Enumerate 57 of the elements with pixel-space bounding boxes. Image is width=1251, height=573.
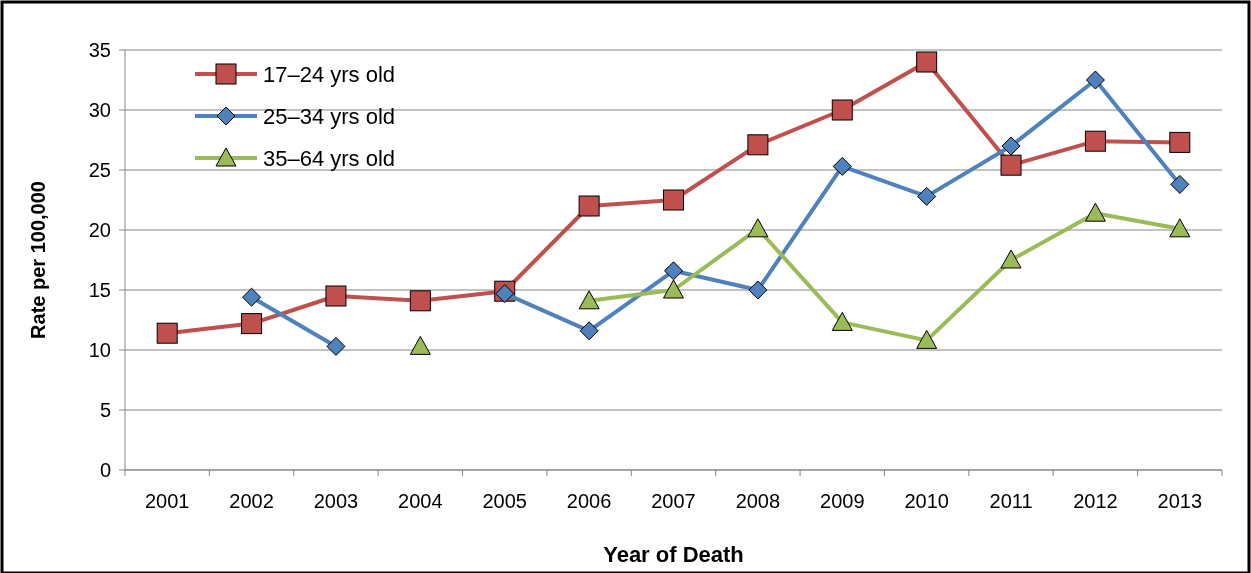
point xyxy=(1169,131,1191,153)
point xyxy=(1000,249,1022,269)
y-tick-label: 15 xyxy=(88,279,111,301)
point xyxy=(663,189,684,211)
point xyxy=(1084,130,1106,152)
point xyxy=(1085,70,1105,90)
y-tick-label: 10 xyxy=(88,339,111,361)
point xyxy=(917,186,937,206)
y-tick-label: 30 xyxy=(88,99,111,121)
x-tick-label: 2007 xyxy=(651,490,696,512)
point xyxy=(579,321,599,341)
point xyxy=(241,313,263,335)
point xyxy=(916,329,938,349)
x-tick-label: 2013 xyxy=(1157,490,1203,512)
x-tick-label: 2005 xyxy=(482,490,527,512)
point xyxy=(1170,174,1190,194)
point xyxy=(916,51,938,73)
x-tick-label: 2001 xyxy=(144,490,190,512)
x-axis-title: Year of Death xyxy=(603,542,744,567)
point xyxy=(747,134,769,156)
x-tick-label: 2011 xyxy=(989,490,1033,512)
point xyxy=(1084,202,1106,222)
y-tick-label: 5 xyxy=(99,399,111,421)
point xyxy=(663,279,684,299)
x-tick-label: 2003 xyxy=(313,490,359,512)
point xyxy=(1169,218,1191,238)
x-tick-label: 2009 xyxy=(820,490,865,512)
y-tick-label: 35 xyxy=(88,39,111,61)
point xyxy=(831,311,853,331)
point xyxy=(156,322,178,344)
x-tick-label: 2008 xyxy=(735,490,781,512)
point xyxy=(1001,136,1021,156)
point xyxy=(1000,154,1022,176)
legend-label: 35–64 yrs old xyxy=(263,145,396,171)
x-tick-label: 2002 xyxy=(229,490,274,512)
point xyxy=(664,261,683,281)
y-tick-label: 25 xyxy=(88,159,111,181)
point xyxy=(747,218,769,238)
point xyxy=(578,195,600,217)
y-tick-label: 20 xyxy=(88,219,111,241)
x-tick-label: 2006 xyxy=(566,490,612,512)
point xyxy=(409,335,431,355)
point xyxy=(578,290,600,310)
y-tick-label: 0 xyxy=(99,459,111,481)
x-tick-label: 2004 xyxy=(398,490,443,512)
point xyxy=(409,290,431,312)
y-axis-title: Rate per 100,000 xyxy=(27,181,49,339)
legend-label: 17–24 yrs old xyxy=(263,61,396,87)
x-tick-label: 2012 xyxy=(1073,490,1118,512)
point xyxy=(832,156,852,176)
x-tick-label: 2010 xyxy=(904,490,949,512)
point xyxy=(326,336,346,356)
point xyxy=(242,287,262,307)
point xyxy=(748,280,768,300)
legend-label: 25–34 yrs old xyxy=(263,103,396,129)
point xyxy=(831,99,853,121)
point xyxy=(325,285,347,307)
